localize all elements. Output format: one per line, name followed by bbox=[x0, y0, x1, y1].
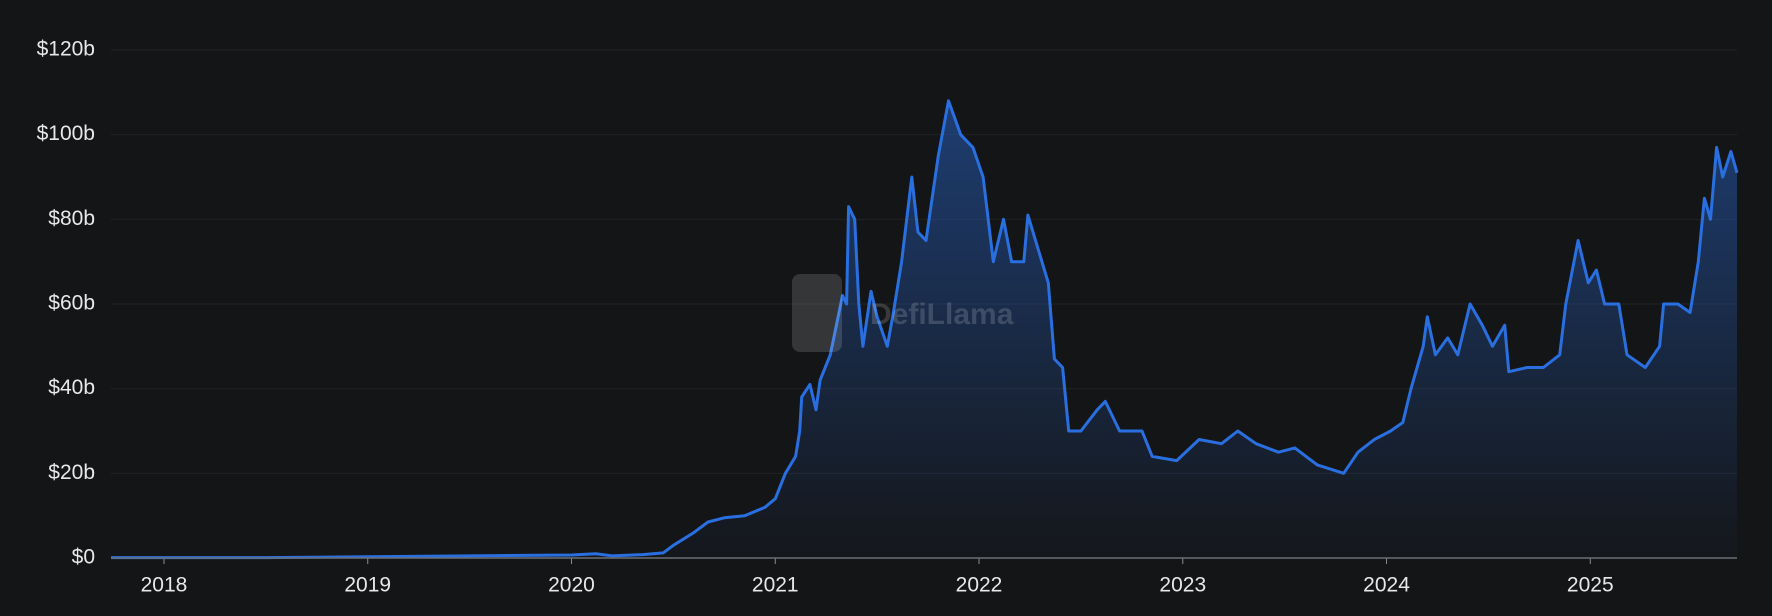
line bbox=[111, 99, 1739, 560]
x-tick-label: 2020 bbox=[548, 574, 595, 597]
x-tick-label: 2022 bbox=[956, 574, 1003, 597]
x-tick-label: 2024 bbox=[1363, 574, 1410, 597]
y-tick-label: $60b bbox=[48, 292, 95, 315]
y-tick-label: $80b bbox=[48, 207, 95, 230]
y-tick-label: $20b bbox=[48, 461, 95, 484]
x-tick-label: 2018 bbox=[141, 574, 188, 597]
watermark-logo bbox=[792, 274, 842, 352]
y-tick-label: $0 bbox=[72, 546, 95, 569]
watermark-text: DefiLlama bbox=[870, 298, 1014, 331]
y-tick-label: $120b bbox=[37, 38, 95, 61]
watermark: DefiLlama bbox=[792, 274, 1014, 352]
x-tick-label: 2019 bbox=[344, 574, 391, 597]
x-tick-label: 2021 bbox=[752, 574, 799, 597]
area-fill bbox=[111, 100, 1737, 559]
y-tick-label: $100b bbox=[37, 122, 95, 145]
y-tick-label: $40b bbox=[48, 376, 95, 399]
x-tick-label: 2025 bbox=[1567, 574, 1614, 597]
x-tick-label: 2023 bbox=[1159, 574, 1206, 597]
